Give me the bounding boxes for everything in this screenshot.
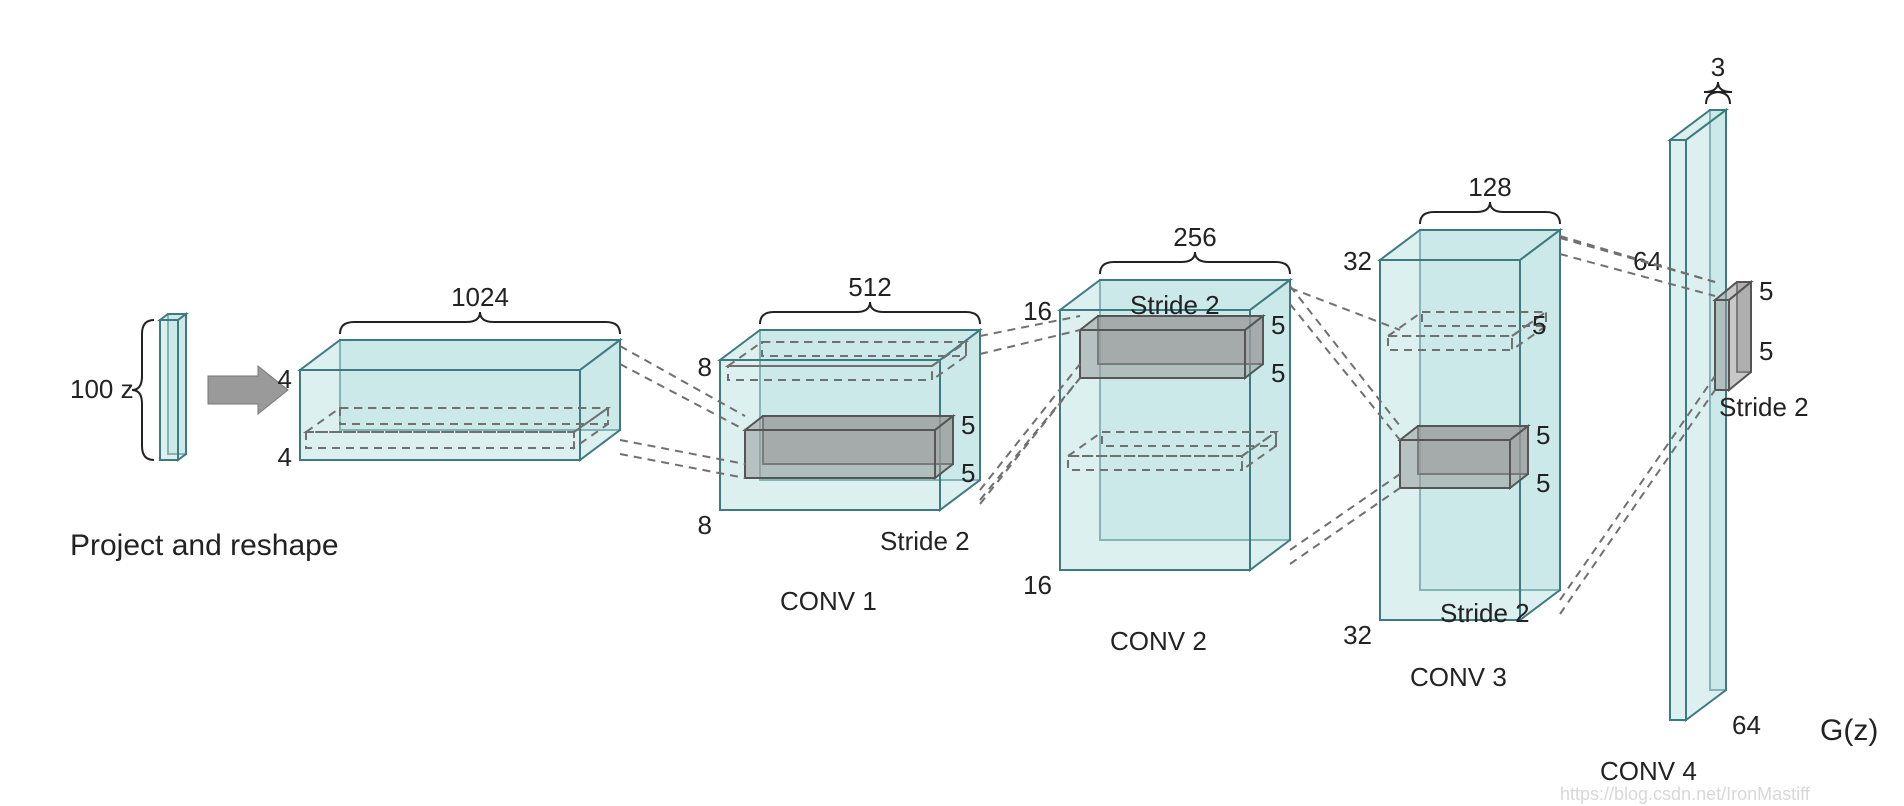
label: 5 (1759, 276, 1773, 306)
depth-label: 1024 (451, 282, 509, 312)
label: 8 (698, 510, 712, 540)
label: 64 (1732, 710, 1761, 740)
z-label: 100 z (70, 374, 134, 404)
depth-label: 3 (1711, 52, 1725, 82)
depth-label: 256 (1173, 222, 1216, 252)
label: 5 (1532, 310, 1546, 340)
stride-label: Stride 2 (880, 526, 970, 556)
label: 4 (278, 364, 292, 394)
conv-label: CONV 4 (1600, 756, 1697, 786)
label: 4 (278, 442, 292, 472)
label: 16 (1023, 296, 1052, 326)
k-label: 5 (1536, 468, 1550, 498)
k-label: 5 (1536, 420, 1550, 450)
conv-label: CONV 2 (1110, 626, 1207, 656)
label: 32 (1343, 246, 1372, 276)
conv-label: CONV 1 (780, 586, 877, 616)
depth-label: 512 (848, 272, 891, 302)
k-label: 5 (1271, 358, 1285, 388)
k-label: 5 (1271, 310, 1285, 340)
stride-label: Stride 2 (1130, 290, 1220, 320)
stride-label: Stride 2 (1440, 598, 1530, 628)
watermark: https://blog.csdn.net/IronMastiff (1560, 784, 1811, 804)
stride-label: Stride 2 (1719, 392, 1809, 422)
arrow-icon (208, 366, 288, 414)
dcgan-generator-diagram: 100 z Project and reshape 1024 512 256 128 3 4 4… (0, 0, 1904, 806)
k-label: 5 (961, 458, 975, 488)
label: 5 (1759, 336, 1773, 366)
label: 32 (1343, 620, 1372, 650)
conv-label: CONV 3 (1410, 662, 1507, 692)
label: 8 (698, 352, 712, 382)
label: 16 (1023, 570, 1052, 600)
project-reshape-label: Project and reshape (70, 529, 339, 562)
depth-label: 128 (1468, 172, 1511, 202)
k-label: 5 (961, 410, 975, 440)
output-label: G(z) (1820, 714, 1878, 747)
